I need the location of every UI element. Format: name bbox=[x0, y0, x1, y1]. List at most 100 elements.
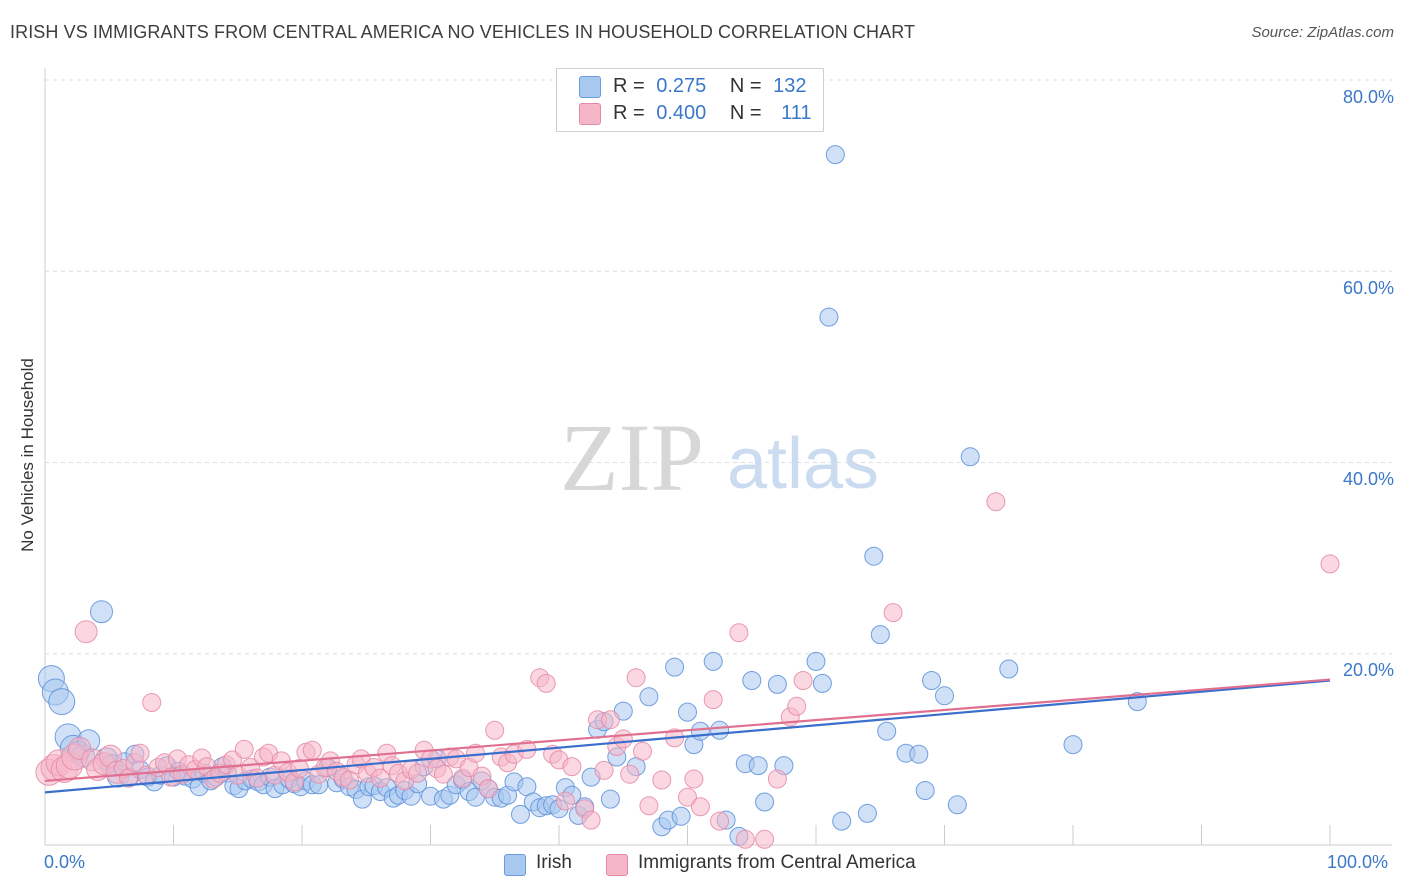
data-point bbox=[690, 797, 710, 817]
data-point bbox=[142, 693, 162, 712]
data-point bbox=[652, 770, 672, 790]
data-point bbox=[787, 696, 807, 716]
watermark-atlas: atlas bbox=[727, 424, 879, 504]
data-point bbox=[986, 492, 1006, 512]
trend-line bbox=[44, 679, 1331, 794]
data-point bbox=[832, 811, 852, 831]
legend-n-label: N = bbox=[729, 75, 762, 97]
data-point bbox=[1063, 735, 1083, 755]
data-point bbox=[48, 688, 76, 716]
data-point bbox=[433, 764, 453, 784]
data-point bbox=[793, 671, 813, 690]
legend-swatch-central-america bbox=[579, 103, 601, 125]
data-point bbox=[960, 447, 980, 467]
data-point bbox=[485, 720, 505, 740]
data-point bbox=[864, 546, 884, 566]
data-point bbox=[594, 760, 614, 780]
legend-r-label: R = bbox=[613, 75, 645, 97]
axes bbox=[44, 68, 1392, 846]
y-tick-label: 60.0% bbox=[1342, 278, 1394, 298]
gridlines bbox=[45, 79, 1392, 655]
data-point bbox=[909, 744, 929, 764]
chart-title: IRISH VS IMMIGRANTS FROM CENTRAL AMERICA… bbox=[10, 22, 916, 42]
bottom-legend-label-irish: Irish bbox=[536, 852, 572, 873]
data-point bbox=[755, 792, 775, 812]
data-point bbox=[639, 687, 659, 707]
data-point bbox=[767, 769, 787, 789]
data-point bbox=[234, 739, 254, 759]
data-point bbox=[710, 720, 730, 740]
data-point bbox=[922, 671, 942, 690]
data-point bbox=[671, 806, 691, 826]
legend-n-value: 111 bbox=[781, 102, 812, 124]
trend-lines bbox=[44, 678, 1331, 794]
data-point bbox=[247, 768, 267, 788]
watermark: ZIP atlas bbox=[560, 404, 879, 511]
data-point bbox=[812, 673, 832, 693]
data-point bbox=[370, 768, 390, 788]
legend-n-label: N = bbox=[729, 102, 762, 124]
data-point bbox=[690, 721, 710, 741]
data-point bbox=[806, 651, 826, 671]
data-point bbox=[857, 803, 877, 823]
data-point bbox=[302, 740, 322, 760]
data-point bbox=[600, 710, 620, 730]
source-credit: Source: ZipAtlas.com bbox=[1251, 24, 1394, 41]
y-tick-label: 20.0% bbox=[1342, 660, 1394, 680]
trend-line bbox=[44, 678, 1331, 783]
data-point bbox=[999, 659, 1019, 679]
data-point bbox=[729, 623, 749, 643]
data-point bbox=[883, 603, 903, 623]
series-points-1 bbox=[35, 492, 1340, 849]
data-point bbox=[767, 674, 787, 694]
bottom-legend-swatch-central-america bbox=[606, 854, 628, 876]
x-tick-label: 0.0% bbox=[44, 852, 86, 872]
data-point bbox=[562, 757, 582, 777]
data-point bbox=[935, 686, 954, 706]
data-point bbox=[620, 764, 640, 784]
data-point bbox=[703, 651, 723, 671]
data-point bbox=[536, 673, 556, 693]
data-point bbox=[90, 600, 113, 624]
correlation-legend: R = 0.275 N = 132 R = 0.400 N = 111 bbox=[556, 68, 824, 132]
data-point bbox=[915, 781, 935, 800]
data-point bbox=[947, 795, 967, 815]
data-point bbox=[626, 668, 646, 688]
data-point bbox=[633, 741, 652, 761]
data-point bbox=[819, 307, 839, 327]
data-point bbox=[613, 729, 633, 749]
watermark-zip: ZIP bbox=[560, 404, 704, 511]
data-point bbox=[555, 791, 575, 811]
data-point bbox=[130, 743, 150, 763]
x-tick-label: 100.0% bbox=[1327, 852, 1389, 872]
legend-r-value: 0.275 bbox=[656, 75, 707, 97]
bottom-legend-swatch-irish bbox=[504, 854, 526, 876]
data-point bbox=[665, 657, 685, 677]
data-point bbox=[748, 756, 768, 776]
data-point bbox=[870, 625, 890, 645]
legend-n-value: 132 bbox=[773, 75, 807, 97]
data-point bbox=[735, 829, 755, 849]
data-point bbox=[710, 811, 730, 831]
legend-r-value: 0.400 bbox=[656, 102, 707, 124]
y-axis-label: No Vehicles in Household bbox=[18, 358, 37, 552]
data-point bbox=[74, 620, 98, 644]
data-point bbox=[678, 787, 697, 807]
y-tick-label: 80.0% bbox=[1342, 87, 1394, 107]
data-point bbox=[639, 796, 659, 816]
legend-swatch-irish bbox=[579, 76, 601, 98]
legend-stats-central-america: R = 0.400 N = 111 bbox=[613, 102, 812, 125]
data-point bbox=[877, 721, 897, 741]
data-point bbox=[825, 145, 845, 165]
data-point bbox=[600, 789, 620, 809]
data-point bbox=[703, 690, 723, 710]
legend-r-label: R = bbox=[613, 102, 645, 124]
data-point bbox=[684, 769, 704, 789]
bottom-legend-label-central-america: Immigrants from Central America bbox=[638, 852, 916, 873]
data-point bbox=[581, 810, 601, 830]
data-point bbox=[742, 671, 762, 690]
data-point bbox=[1320, 554, 1340, 574]
data-point bbox=[678, 702, 697, 722]
data-point bbox=[755, 829, 775, 849]
